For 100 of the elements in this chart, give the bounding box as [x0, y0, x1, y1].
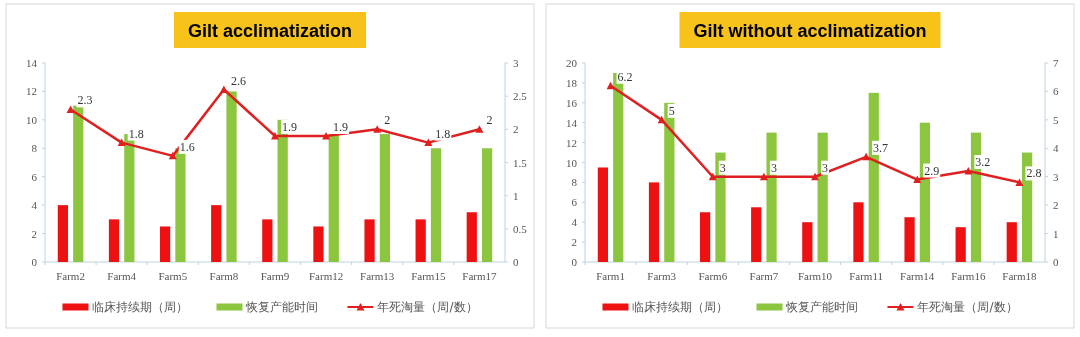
bar — [226, 91, 237, 262]
point — [373, 125, 382, 133]
y-tick-label: 2 — [571, 236, 577, 249]
data-label: 2.8 — [1026, 166, 1042, 181]
point — [219, 85, 228, 94]
legend-label: 年死淘量（周/数） — [377, 300, 478, 314]
y2-tick-label: 7 — [1053, 57, 1059, 69]
data-label: 1.8 — [128, 126, 144, 141]
y-tick-label: 0 — [571, 256, 578, 268]
x-tick-label: Farm5 — [158, 270, 188, 282]
point — [811, 172, 819, 181]
data-label: 3.2 — [975, 155, 991, 170]
y2-tick-label: 3 — [513, 57, 519, 69]
bar — [1006, 222, 1017, 262]
data-label: 3 — [822, 160, 828, 175]
data-label: 2.9 — [924, 163, 940, 178]
y2-tick-label: 6 — [1053, 85, 1059, 98]
legend-label: 临床持续期（周） — [92, 300, 189, 314]
bar — [57, 205, 68, 262]
bar — [379, 134, 390, 262]
y-tick-label: 4 — [31, 199, 38, 212]
x-tick-label: Farm18 — [1002, 270, 1038, 282]
bar — [904, 217, 915, 262]
point — [1015, 178, 1024, 186]
x-tick-label: Farm8 — [209, 270, 239, 282]
y2-tick-label: 2 — [513, 123, 519, 136]
data-label: 2.3 — [77, 93, 93, 108]
y2-tick-label: 5 — [1053, 113, 1059, 126]
bar — [108, 219, 120, 262]
bar — [648, 182, 660, 262]
y-tick-label: 12 — [26, 85, 37, 98]
point — [117, 138, 126, 147]
bar — [664, 102, 675, 262]
y2-tick-label: 0 — [1053, 256, 1059, 268]
point — [913, 175, 922, 184]
data-label: 5 — [668, 103, 675, 118]
data-label: 3 — [719, 160, 726, 175]
point — [475, 125, 484, 133]
chart-title: Gilt without acclimatization — [693, 21, 927, 41]
bar — [160, 226, 171, 262]
legend-label: 恢复产能时间 — [785, 300, 859, 314]
y-tick-label: 14 — [26, 57, 38, 69]
x-tick-label: Farm6 — [698, 270, 728, 282]
y2-tick-label: 1 — [513, 189, 519, 202]
point — [657, 115, 666, 124]
y-tick-label: 10 — [566, 156, 578, 169]
bar — [211, 205, 222, 262]
x-tick-label: Farm16 — [951, 270, 986, 282]
data-label: 3.7 — [873, 140, 889, 155]
point — [66, 105, 75, 113]
x-tick-label: Farm2 — [56, 270, 85, 282]
y-tick-label: 4 — [571, 216, 578, 229]
data-label: 2 — [384, 113, 391, 128]
x-tick-label: Farm14 — [900, 270, 935, 282]
point — [708, 172, 717, 181]
x-tick-label: Farm15 — [411, 270, 446, 282]
bar — [430, 148, 442, 262]
x-tick-label: Farm10 — [797, 270, 833, 282]
y-tick-label: 20 — [566, 57, 578, 69]
legend-label: 恢复产能时间 — [245, 300, 319, 314]
x-tick-label: Farm11 — [849, 270, 884, 282]
data-label: 1.6 — [179, 139, 195, 154]
y-tick-label: 0 — [31, 256, 38, 268]
y2-tick-label: 0 — [513, 256, 519, 268]
bar — [853, 202, 864, 262]
point — [606, 81, 615, 90]
bar — [802, 222, 813, 262]
bar — [364, 219, 375, 262]
data-label: 3 — [770, 160, 777, 175]
x-tick-label: Farm4 — [107, 270, 137, 282]
y-tick-label: 8 — [571, 176, 578, 189]
y2-tick-label: 1.5 — [513, 156, 528, 169]
y-tick-label: 14 — [566, 116, 578, 129]
y-tick-label: 2 — [31, 227, 37, 240]
point — [862, 152, 871, 161]
bar — [715, 152, 726, 262]
legend-label: 临床持续期（周） — [632, 300, 729, 314]
bar — [482, 148, 493, 262]
bar — [766, 132, 777, 262]
x-tick-label: Farm13 — [360, 270, 395, 282]
point — [759, 172, 768, 181]
x-tick-label: Farm17 — [462, 270, 498, 282]
bar — [700, 212, 711, 262]
y-tick-label: 18 — [566, 76, 578, 89]
bar — [597, 167, 608, 262]
y-tick-label: 8 — [31, 142, 38, 155]
y-tick-label: 6 — [571, 196, 578, 209]
data-label: 1.9 — [282, 119, 297, 134]
chart-title: Gilt acclimatization — [187, 21, 353, 41]
data-label: 1.9 — [333, 119, 349, 134]
data-label: 1.8 — [435, 126, 451, 141]
data-label: 2.6 — [230, 73, 246, 88]
y-tick-label: 10 — [26, 113, 38, 126]
y-tick-label: 6 — [31, 170, 38, 183]
bar — [73, 105, 84, 262]
x-tick-label: Farm7 — [749, 270, 779, 282]
x-tick-label: Farm1 — [596, 270, 625, 282]
x-tick-label: Farm12 — [308, 270, 344, 282]
y2-tick-label: 1 — [1053, 227, 1059, 240]
y2-tick-label: 2 — [1053, 199, 1059, 212]
